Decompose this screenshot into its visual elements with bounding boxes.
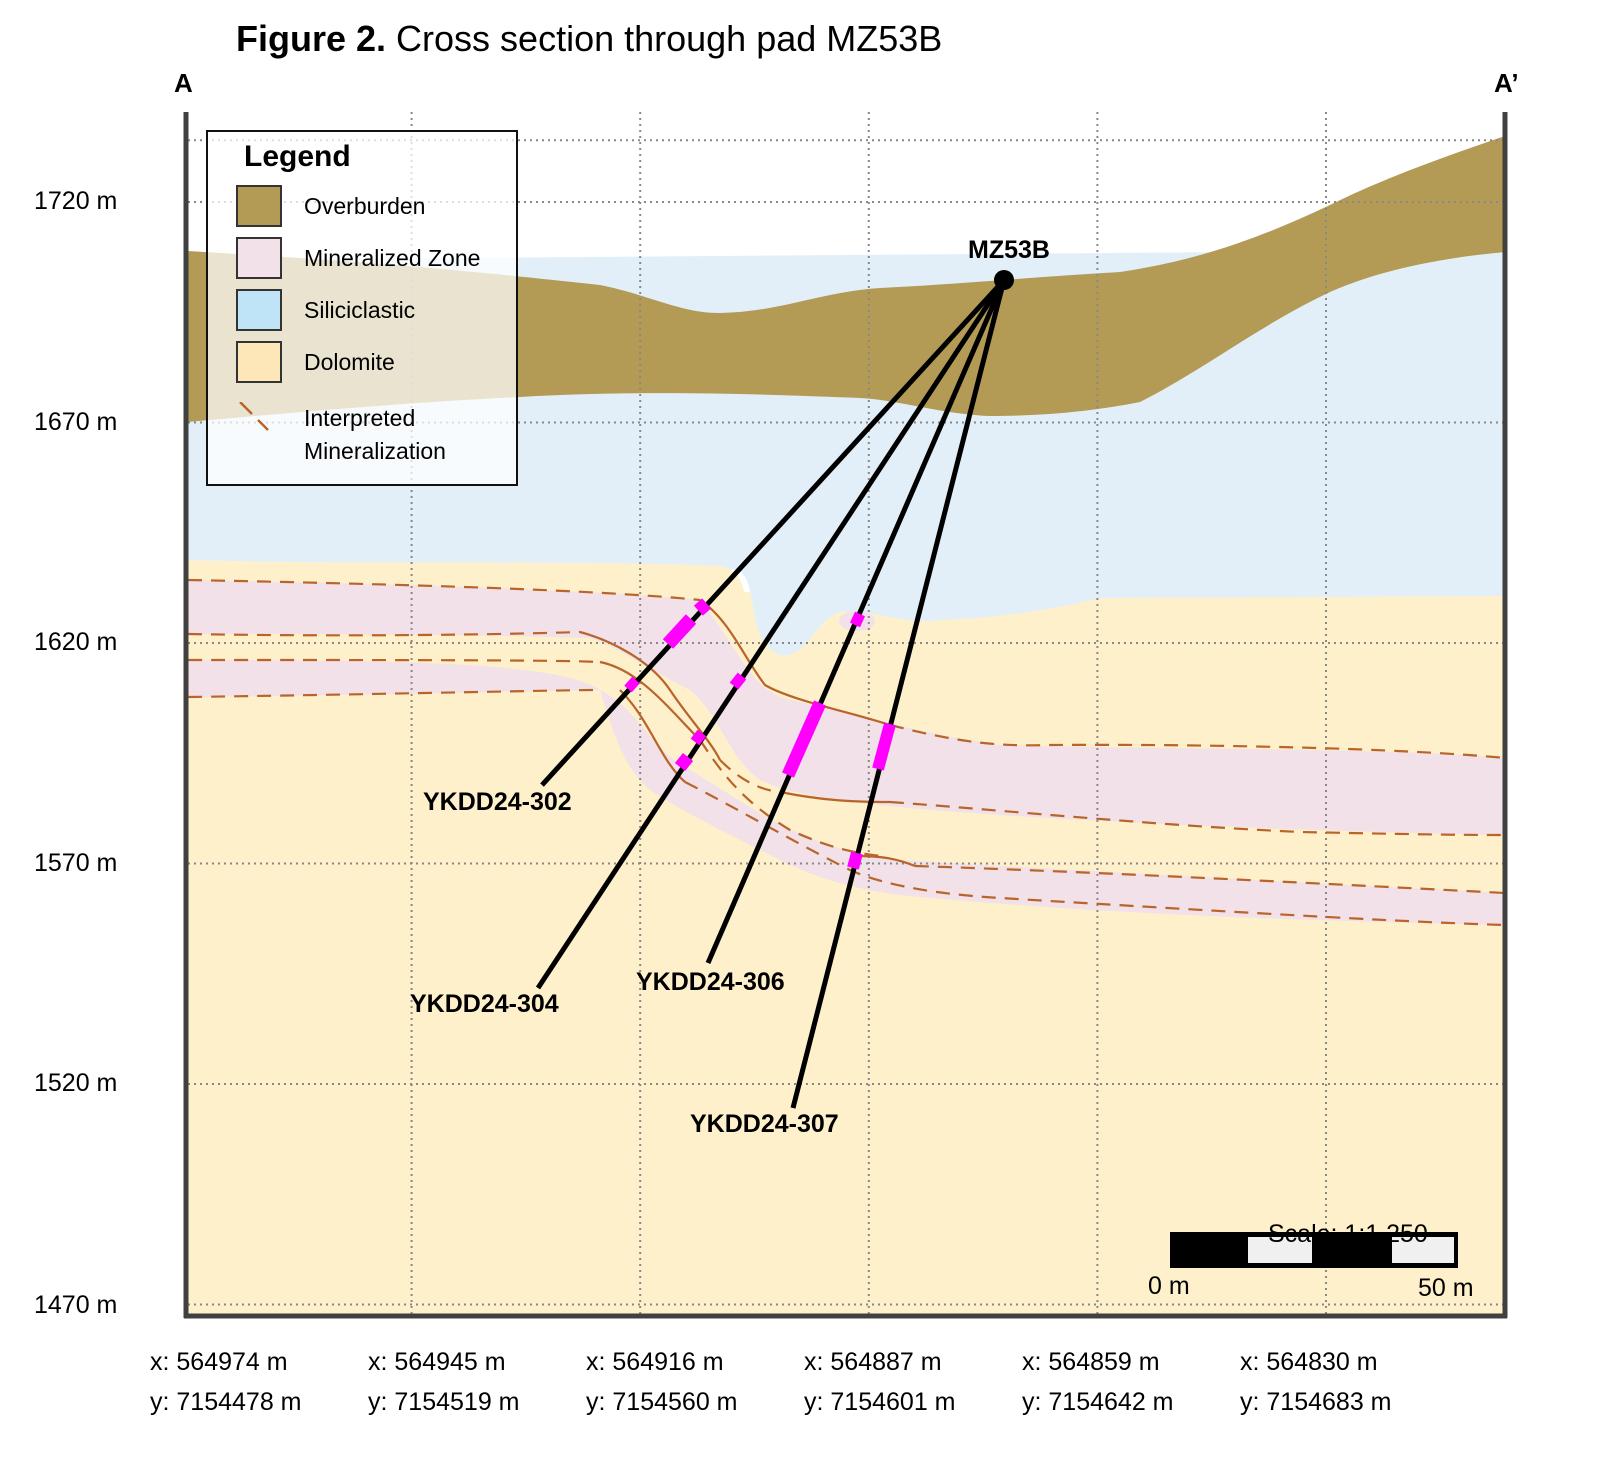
figure-number: Figure 2. — [236, 18, 387, 59]
overburden-swatch — [236, 185, 282, 227]
figure-caption: Cross section through pad MZ53B — [386, 18, 943, 59]
elevation-label: 1470 m — [34, 1291, 118, 1319]
easting: x: 564859 m — [1022, 1348, 1160, 1376]
legend-label-line: Mineralization — [304, 438, 446, 464]
scale-bar-segment — [1392, 1237, 1454, 1263]
interpretation-line — [914, 864, 1506, 895]
drillhole-label-304: YKDD24-304 — [410, 990, 559, 1018]
easting: x: 564945 m — [368, 1348, 506, 1376]
interpretation-line — [719, 759, 781, 794]
coordinate-label: x: 564945 m y: 7154519 m — [368, 1342, 520, 1422]
legend-label: Overburden — [304, 192, 426, 219]
intercept — [693, 598, 712, 616]
northing: y: 7154642 m — [1022, 1388, 1174, 1416]
intercept — [729, 672, 747, 690]
legend-item-mineralized-zone: Mineralized Zone — [236, 236, 480, 280]
interpretation-line — [889, 800, 1506, 837]
legend-item-overburden: Overburden — [236, 184, 425, 228]
legend: Legend Overburden Mineralized Zone Silic… — [206, 130, 518, 486]
intercept — [662, 614, 697, 649]
drillhole-label-307: YKDD24-307 — [690, 1110, 839, 1138]
legend-label: Siliciclastic — [304, 296, 416, 323]
interpretation-line — [889, 723, 1506, 760]
dashed-line-icon — [239, 402, 269, 431]
northing: y: 7154478 m — [150, 1388, 302, 1416]
elevation-label: 1670 m — [34, 408, 118, 436]
elevation-label: 1570 m — [34, 849, 118, 877]
section-start-label: A — [174, 68, 193, 98]
coordinate-label: x: 564830 m y: 7154683 m — [1240, 1342, 1392, 1422]
scale-title: Scale: 1:1,250 — [1268, 1220, 1428, 1248]
elevation-label: 1620 m — [34, 628, 118, 656]
dolomite-swatch — [236, 341, 282, 383]
coordinate-label: x: 564859 m y: 7154642 m — [1022, 1342, 1174, 1422]
easting: x: 564887 m — [804, 1348, 942, 1376]
interpretation-line — [187, 688, 601, 699]
interpretation-lines — [187, 578, 1506, 927]
drillhole-trace-302 — [540, 278, 1006, 787]
interpretation-line — [187, 578, 701, 602]
northing: y: 7154683 m — [1240, 1388, 1392, 1416]
intercept — [849, 611, 866, 628]
figure-title: Figure 2. Cross section through pad MZ53… — [236, 18, 942, 60]
section-end-label: A’ — [1494, 68, 1519, 98]
siliciclastic-swatch — [236, 289, 282, 331]
mineralized-zone-swatch — [236, 237, 282, 279]
interpretation-line — [579, 630, 721, 761]
scale-bar-segment — [1248, 1237, 1312, 1263]
legend-label: Interpreted Mineralization — [304, 402, 446, 468]
pad-collar-marker — [994, 270, 1014, 290]
legend-item-dolomite: Dolomite — [236, 340, 395, 384]
elevation-label: 1520 m — [34, 1069, 118, 1097]
legend-item-siliciclastic: Siliciclastic — [236, 288, 415, 332]
section-frame — [183, 112, 1508, 1319]
intercept — [624, 676, 640, 693]
drillhole-label-302: YKDD24-302 — [423, 788, 572, 816]
intercept — [847, 851, 863, 870]
legend-title: Legend — [244, 140, 351, 173]
interpretation-line — [779, 790, 891, 804]
legend-label: Mineralized Zone — [304, 244, 481, 271]
drillhole-label-306: YKDD24-306 — [636, 968, 785, 996]
northing: y: 7154519 m — [368, 1388, 520, 1416]
interpretation-line — [187, 658, 601, 664]
interpretation-line — [684, 781, 1506, 927]
legend-label: Dolomite — [304, 348, 395, 375]
coordinate-label: x: 564974 m y: 7154478 m — [150, 1342, 302, 1422]
drillhole-trace-307 — [790, 279, 1007, 1109]
mineralized-intercepts — [624, 598, 896, 870]
mineralized-zone-lower — [188, 660, 1504, 925]
coordinate-label: x: 564887 m y: 7154601 m — [804, 1342, 956, 1422]
intercept — [782, 700, 826, 778]
drillhole-trace-304 — [535, 278, 1007, 990]
pad-label: MZ53B — [968, 236, 1050, 264]
scale-start-label: 0 m — [1148, 1272, 1190, 1300]
interpretation-line — [699, 739, 881, 858]
interpretation-line — [599, 660, 701, 741]
intercept — [872, 722, 896, 771]
intercept — [690, 729, 707, 746]
interpretation-line — [187, 630, 581, 637]
intercept — [674, 752, 694, 772]
easting: x: 564830 m — [1240, 1348, 1378, 1376]
legend-label-line: Interpreted — [304, 405, 416, 431]
mineralized-zone-upper — [188, 580, 1504, 835]
easting: x: 564974 m — [150, 1348, 288, 1376]
coordinate-label: x: 564916 m y: 7154560 m — [586, 1342, 738, 1422]
easting: x: 564916 m — [586, 1348, 724, 1376]
northing: y: 7154601 m — [804, 1388, 956, 1416]
elevation-label: 1720 m — [34, 187, 118, 215]
scale-end-label: 50 m — [1418, 1274, 1474, 1302]
scale-bar — [1170, 1232, 1458, 1268]
interpretation-line — [699, 599, 891, 727]
northing: y: 7154560 m — [586, 1388, 738, 1416]
